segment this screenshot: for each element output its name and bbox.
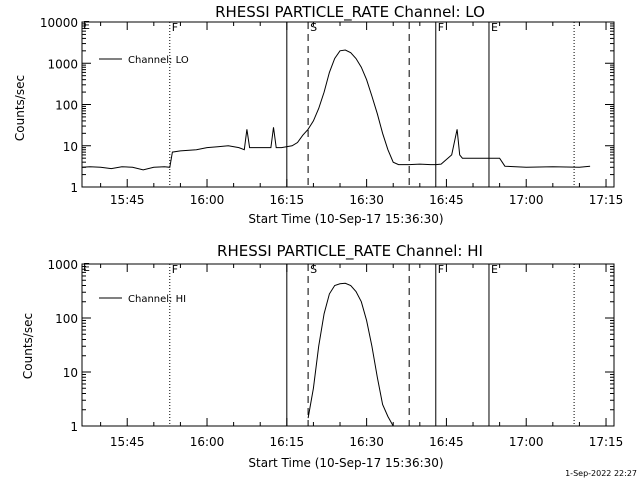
- y-tick-label: 100: [55, 99, 78, 113]
- event-label: S: [310, 263, 317, 276]
- x-axis-label-hi: Start Time (10-Sep-17 15:36:30): [248, 456, 443, 470]
- x-tick-label: 15:45: [110, 193, 145, 207]
- x-tick-label: 16:15: [270, 193, 305, 207]
- chart-title-hi: RHESSI PARTICLE_RATE Channel: HI: [217, 242, 483, 261]
- event-label: E: [491, 21, 498, 34]
- series-line-lo: [81, 49, 591, 171]
- event-label: F: [172, 21, 178, 34]
- event-label: F: [172, 263, 178, 276]
- x-tick-label: 16:45: [429, 193, 464, 207]
- plot-frame: [81, 21, 615, 188]
- x-tick-label: 16:30: [349, 435, 384, 449]
- x-tick-label: 17:15: [589, 435, 624, 449]
- y-tick-label: 1000: [47, 258, 78, 272]
- x-tick-label: 15:45: [110, 435, 145, 449]
- panel-lo: RHESSI PARTICLE_RATE Channel: LO Start T…: [13, 3, 623, 226]
- x-tick-label: 16:00: [190, 193, 225, 207]
- event-label: F: [438, 21, 444, 34]
- legend-label-hi: Channel: HI: [128, 294, 186, 305]
- x-tick-label: 17:00: [509, 435, 544, 449]
- x-tick-label: 16:30: [349, 193, 384, 207]
- y-tick-label: 1: [70, 181, 78, 195]
- edge-label-hi: E: [83, 261, 90, 274]
- y-tick-label: 1000: [47, 57, 78, 71]
- panel-hi: RHESSI PARTICLE_RATE Channel: HI Start T…: [21, 242, 623, 470]
- legend-label-lo: Channel: LO: [128, 55, 189, 66]
- y-tick-label: 100: [55, 312, 78, 326]
- event-label: S: [310, 21, 317, 34]
- x-tick-label: 16:15: [270, 435, 305, 449]
- plot-frame: [81, 263, 615, 427]
- chart-title-lo: RHESSI PARTICLE_RATE Channel: LO: [215, 3, 485, 22]
- event-label: E: [491, 263, 498, 276]
- event-label: F: [438, 263, 444, 276]
- y-axis-label-hi: Counts/sec: [21, 313, 35, 379]
- x-axis-label-lo: Start Time (10-Sep-17 15:36:30): [248, 212, 443, 226]
- edge-label-lo: E: [83, 19, 90, 32]
- footer-timestamp: 1-Sep-2022 22:27: [565, 469, 637, 478]
- y-tick-label: 1: [70, 420, 78, 434]
- x-tick-label: 17:15: [589, 193, 624, 207]
- series-line-hi: [307, 282, 394, 427]
- y-axis-label-lo: Counts/sec: [13, 75, 27, 141]
- y-tick-label: 10: [63, 140, 78, 154]
- x-tick-label: 16:45: [429, 435, 464, 449]
- x-tick-label: 17:00: [509, 193, 544, 207]
- x-tick-label: 16:00: [190, 435, 225, 449]
- y-tick-label: 10: [63, 366, 78, 380]
- y-tick-label: 10000: [40, 16, 78, 30]
